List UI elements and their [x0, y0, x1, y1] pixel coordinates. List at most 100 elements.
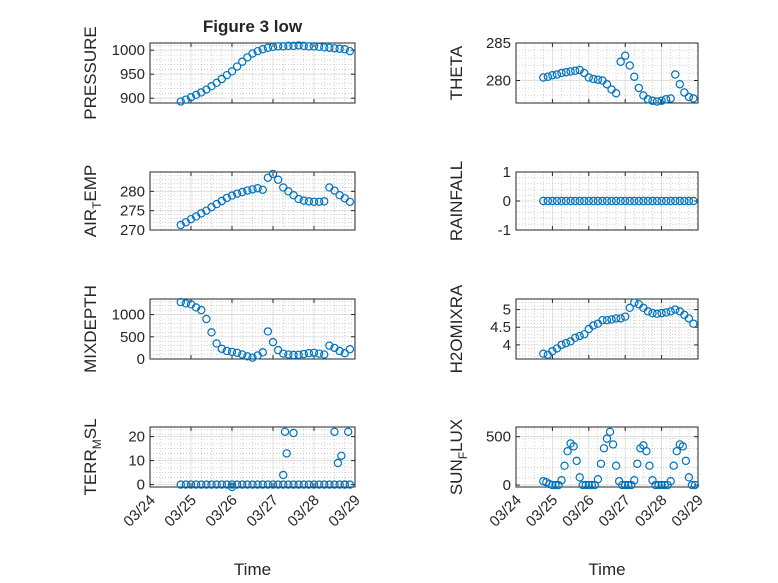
- data-point: [557, 340, 566, 350]
- data-point: [335, 346, 344, 356]
- y-tick-label: 1: [503, 164, 511, 181]
- data-point: [258, 348, 267, 357]
- data-point: [325, 341, 334, 350]
- data-point: [660, 480, 669, 490]
- axes-air_temp: 270 275 280 AIRTEMP: [81, 165, 356, 239]
- data-point: [678, 442, 688, 451]
- data-point: [652, 309, 662, 319]
- data-point: [232, 62, 242, 71]
- data-point: [330, 480, 339, 489]
- data-point: [580, 68, 589, 78]
- data-point: [282, 449, 291, 458]
- data-point: [666, 307, 675, 316]
- data-point: [593, 75, 603, 84]
- data-point: [232, 189, 242, 198]
- x-tick-label: 03/29: [325, 492, 364, 531]
- data-point: [309, 480, 319, 489]
- data-point: [661, 196, 671, 206]
- data-point: [248, 480, 257, 489]
- y-tick-label: 20: [128, 429, 145, 446]
- data-point: [263, 480, 273, 489]
- data-point: [596, 459, 606, 468]
- data-point: [227, 482, 237, 492]
- data-point: [232, 480, 242, 489]
- data-point: [572, 456, 581, 466]
- data-point: [684, 196, 694, 206]
- data-point: [652, 97, 662, 106]
- y-tick-label: 10: [128, 453, 145, 470]
- data-point: [299, 349, 308, 359]
- data-point: [309, 197, 319, 206]
- data-point: [337, 451, 346, 460]
- axes-box: [149, 426, 356, 488]
- x-tick-label: 03/24: [120, 492, 159, 531]
- data-point: [648, 96, 657, 105]
- data-point: [643, 95, 653, 104]
- data-point: [539, 349, 548, 358]
- data-point: [345, 197, 355, 206]
- data-point: [325, 43, 334, 53]
- y-axis-label: TERRMSL: [81, 418, 104, 495]
- data-point: [222, 193, 232, 203]
- data-point: [589, 74, 598, 84]
- data-point: [345, 345, 355, 354]
- data-point: [621, 480, 630, 490]
- data-point: [570, 333, 580, 343]
- data-point: [689, 196, 698, 206]
- data-point: [633, 459, 642, 468]
- data-point: [652, 196, 662, 206]
- data-point: [335, 480, 344, 489]
- y-tick-label: 5: [503, 302, 511, 319]
- data-point: [320, 480, 329, 489]
- data-point: [681, 456, 691, 466]
- data-point: [253, 480, 262, 489]
- data-point: [630, 476, 639, 485]
- data-point: [642, 446, 651, 456]
- data-point: [314, 349, 324, 358]
- data-point: [616, 196, 625, 206]
- data-point: [181, 299, 191, 308]
- data-point: [675, 196, 685, 206]
- data-point: [625, 61, 634, 70]
- data-point: [611, 89, 621, 98]
- data-point: [578, 480, 587, 490]
- data-point: [539, 196, 548, 206]
- data-point: [197, 209, 206, 218]
- axes-box: [515, 426, 699, 488]
- y-tick-label: 280: [486, 73, 511, 90]
- data-point: [581, 480, 590, 490]
- data-point: [634, 83, 644, 93]
- data-point: [186, 93, 196, 102]
- data-point: [289, 428, 298, 438]
- x-tick-label: 03/29: [668, 492, 707, 531]
- data-point: [340, 45, 349, 54]
- y-tick-label: 270: [120, 222, 145, 239]
- data-point: [343, 427, 353, 436]
- y-tick-label: 280: [120, 183, 145, 200]
- data-point: [625, 303, 634, 313]
- data-point: [320, 350, 329, 359]
- data-point: [299, 196, 308, 205]
- data-point: [309, 42, 319, 51]
- x-axis-label: Time: [588, 560, 625, 579]
- data-point: [561, 338, 571, 348]
- x-tick-label: 03/24: [486, 492, 525, 531]
- data-point: [284, 480, 293, 489]
- data-point: [566, 196, 575, 206]
- data-point: [325, 480, 334, 489]
- data-point: [333, 458, 343, 468]
- data-point: [176, 97, 185, 106]
- data-point: [294, 480, 303, 489]
- data-point: [634, 196, 644, 206]
- data-point: [248, 185, 257, 194]
- data-point: [243, 352, 252, 361]
- data-point: [602, 196, 612, 206]
- data-point: [630, 298, 639, 307]
- data-point: [330, 44, 339, 53]
- data-point: [289, 41, 298, 51]
- data-point: [273, 175, 283, 184]
- data-point: [304, 197, 314, 206]
- data-point: [191, 90, 201, 100]
- data-point: [279, 480, 288, 489]
